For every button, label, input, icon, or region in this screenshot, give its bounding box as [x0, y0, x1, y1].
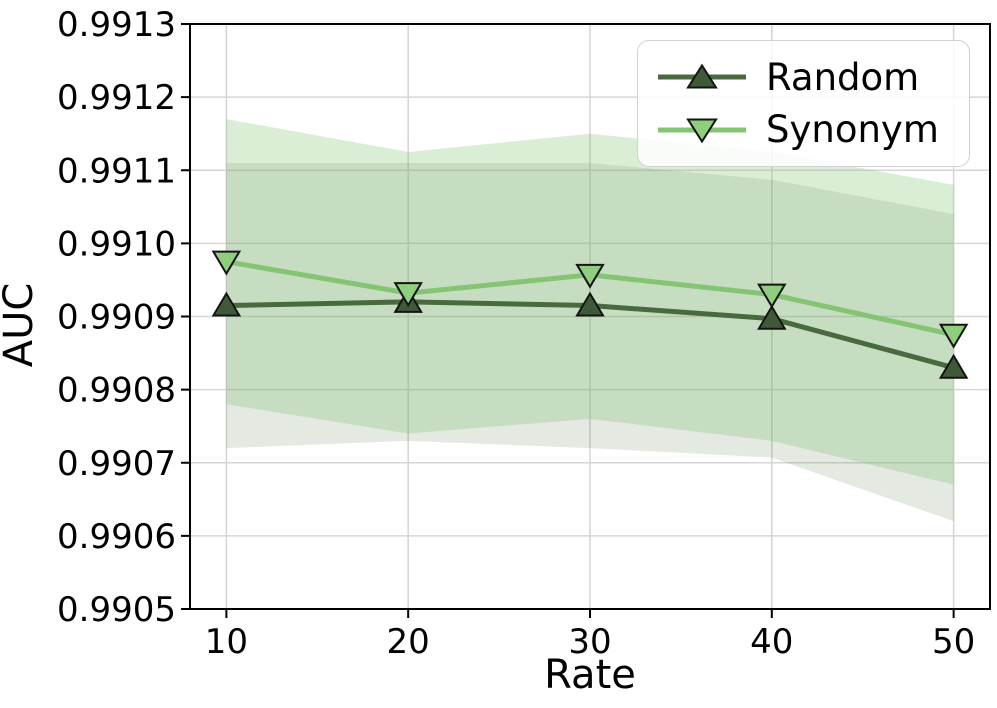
random-confidence-band: [226, 162, 954, 522]
random-marker: [938, 353, 969, 379]
y-tick-label: 0.9913: [57, 5, 176, 45]
legend-label-random: Random: [766, 55, 920, 99]
synonym-marker: [757, 283, 787, 309]
y-tick-label: 0.9911: [57, 151, 176, 191]
legend: Random Synonym: [637, 40, 970, 167]
x-tick-label: 30: [568, 622, 611, 662]
triangle-down-icon: [686, 118, 718, 144]
synonym-marker: [393, 282, 423, 308]
triangle-up-icon: [686, 63, 718, 89]
x-tick-label: 50: [932, 622, 975, 662]
x-axis-label: Rate: [544, 652, 636, 698]
synonym-line-marker-icon: [658, 118, 746, 144]
x-tick-label: 20: [387, 622, 430, 662]
y-tick-label: 0.9907: [57, 444, 176, 484]
legend-label-synonym: Synonym: [766, 108, 939, 152]
y-axis-label: AUC: [0, 283, 42, 368]
y-tick-label: 0.9905: [57, 590, 176, 630]
y-tick-label: 0.9906: [57, 517, 176, 557]
x-tick-label: 10: [205, 622, 248, 662]
synonym-marker: [211, 250, 242, 276]
y-tick-label: 0.9908: [57, 371, 176, 411]
random-marker: [211, 291, 242, 317]
y-tick-label: 0.9909: [57, 298, 176, 338]
y-tick-label: 0.9910: [57, 224, 176, 264]
synonym-marker: [575, 263, 605, 289]
random-marker: [575, 291, 605, 317]
random-line-marker-icon: [658, 63, 746, 89]
y-tick-label: 0.9912: [57, 78, 176, 118]
synonym-marker: [938, 323, 969, 349]
random-marker: [757, 304, 787, 330]
legend-item-synonym: Synonym: [654, 110, 961, 150]
x-tick-label: 40: [750, 622, 793, 662]
legend-item-random: Random: [654, 57, 961, 97]
